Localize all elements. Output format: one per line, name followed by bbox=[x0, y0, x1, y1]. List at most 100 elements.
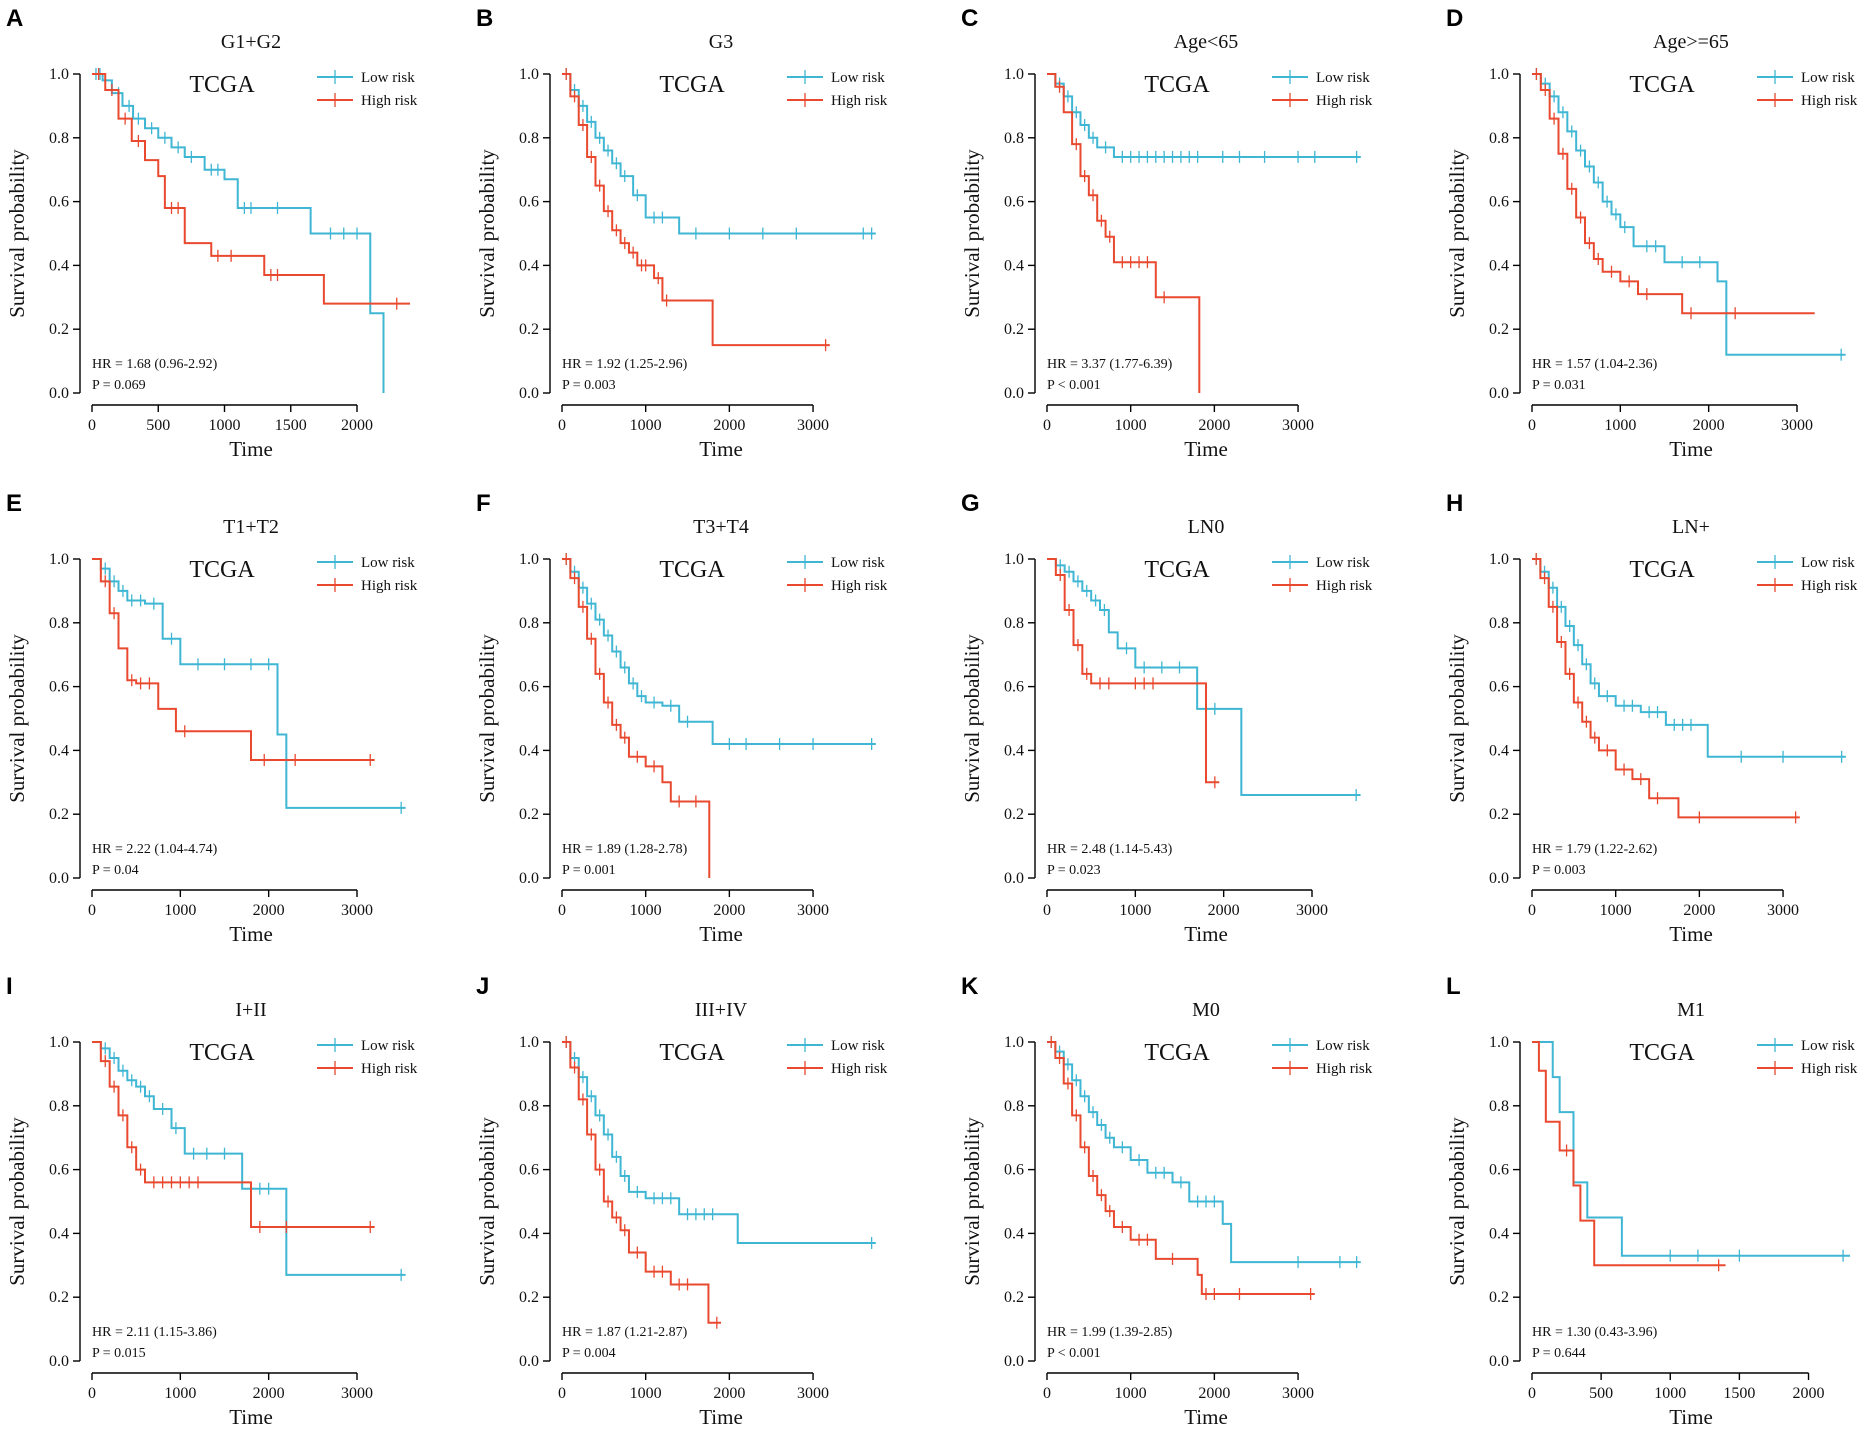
series-high-risk bbox=[92, 1041, 375, 1234]
y-tick-label: 0.8 bbox=[519, 130, 539, 147]
x-tick-label: 2000 bbox=[341, 417, 373, 434]
p-value-text: P = 0.069 bbox=[92, 378, 146, 393]
p-value-text: P = 0.015 bbox=[92, 1346, 146, 1361]
y-tick-label: 0.4 bbox=[519, 742, 539, 759]
legend: Low risk High risk bbox=[787, 1038, 888, 1077]
y-tick-label: 1.0 bbox=[519, 1034, 539, 1051]
y-tick-label: 0.0 bbox=[519, 870, 539, 887]
y-tick-label: 1.0 bbox=[1489, 551, 1509, 568]
y-tick-label: 0.0 bbox=[519, 385, 539, 402]
p-value-text: P = 0.031 bbox=[1532, 378, 1586, 393]
x-axis-title: Time bbox=[1669, 922, 1713, 946]
survival-curve bbox=[92, 73, 410, 305]
y-tick-label: 0.6 bbox=[49, 1162, 69, 1179]
y-tick-label: 0.2 bbox=[1489, 321, 1509, 338]
x-tick-label: 0 bbox=[88, 417, 96, 434]
y-tick-label: 0.4 bbox=[1489, 1225, 1509, 1242]
legend-label: Low risk bbox=[361, 70, 415, 86]
x-tick-label: 3000 bbox=[797, 902, 829, 919]
legend-label: Low risk bbox=[831, 70, 885, 86]
y-tick-label: 0.6 bbox=[1004, 679, 1024, 696]
legend: Low risk High risk bbox=[1757, 1038, 1858, 1077]
legend: Low risk High risk bbox=[787, 555, 888, 594]
y-tick-label: 0.0 bbox=[519, 1353, 539, 1370]
hazard-ratio-text: HR = 2.48 (1.14-5.43) bbox=[1047, 842, 1173, 857]
x-tick-label: 2000 bbox=[1198, 1385, 1230, 1402]
y-tick-label: 0.4 bbox=[1004, 1225, 1024, 1242]
y-tick-label: 0.0 bbox=[1004, 870, 1024, 887]
x-tick-label: 0 bbox=[88, 902, 96, 919]
x-tick-label: 3000 bbox=[797, 1385, 829, 1402]
series-low-risk bbox=[1532, 1041, 1850, 1262]
panel-letter: H bbox=[1446, 490, 1463, 517]
y-tick-label: 0.4 bbox=[519, 1225, 539, 1242]
panel-letter: L bbox=[1446, 973, 1461, 1000]
hazard-ratio-text: HR = 1.79 (1.22-2.62) bbox=[1532, 842, 1658, 857]
cohort-label: TCGA bbox=[659, 1040, 725, 1066]
legend: Low risk High risk bbox=[1757, 70, 1858, 109]
x-tick-label: 1500 bbox=[1723, 1385, 1755, 1402]
legend-label: High risk bbox=[1316, 578, 1373, 594]
y-tick-label: 0.2 bbox=[519, 806, 539, 823]
survival-curve bbox=[1047, 1041, 1361, 1264]
y-tick-label: 0.6 bbox=[49, 194, 69, 211]
legend: Low risk High risk bbox=[1272, 70, 1373, 109]
y-tick-label: 1.0 bbox=[49, 66, 69, 83]
y-tick-label: 0.4 bbox=[1489, 742, 1509, 759]
legend: Low risk High risk bbox=[1272, 1038, 1373, 1077]
cohort-label: TCGA bbox=[189, 72, 255, 98]
survival-curve bbox=[1532, 1041, 1726, 1267]
legend-label: High risk bbox=[831, 93, 888, 109]
p-value-text: P = 0.001 bbox=[562, 863, 616, 878]
y-tick-label: 0.0 bbox=[49, 870, 69, 887]
panel-title: T1+T2 bbox=[223, 516, 279, 538]
x-tick-label: 1000 bbox=[630, 417, 662, 434]
legend-label: High risk bbox=[1316, 1061, 1373, 1077]
y-tick-label: 1.0 bbox=[1004, 1034, 1024, 1051]
x-tick-label: 1000 bbox=[1119, 902, 1151, 919]
x-axis-title: Time bbox=[1669, 437, 1713, 461]
y-tick-label: 0.4 bbox=[1004, 257, 1024, 274]
panel-title: T3+T4 bbox=[693, 516, 749, 538]
x-axis-title: Time bbox=[1184, 922, 1228, 946]
series-high-risk bbox=[1532, 1041, 1726, 1272]
y-tick-label: 0.8 bbox=[519, 1098, 539, 1115]
y-axis-title: Survival probability bbox=[1445, 1117, 1469, 1286]
x-axis-title: Time bbox=[1669, 1405, 1713, 1429]
survival-curve bbox=[1047, 558, 1220, 784]
survival-curve bbox=[92, 1041, 375, 1229]
x-axis-title: Time bbox=[229, 922, 273, 946]
x-tick-label: 500 bbox=[146, 417, 170, 434]
survival-curve bbox=[1532, 1041, 1850, 1257]
p-value-text: P = 0.003 bbox=[1532, 863, 1586, 878]
hazard-ratio-text: HR = 2.22 (1.04-4.74) bbox=[92, 842, 218, 857]
y-axis-title: Survival probability bbox=[5, 634, 29, 803]
x-tick-label: 2000 bbox=[713, 1385, 745, 1402]
series-high-risk bbox=[92, 68, 410, 310]
y-axis-title: Survival probability bbox=[475, 1117, 499, 1286]
x-tick-label: 0 bbox=[1528, 902, 1536, 919]
y-tick-label: 0.2 bbox=[519, 321, 539, 338]
x-tick-label: 3000 bbox=[1781, 417, 1813, 434]
cohort-label: TCGA bbox=[659, 72, 725, 98]
x-tick-label: 2000 bbox=[1198, 417, 1230, 434]
y-tick-label: 0.8 bbox=[1489, 1098, 1509, 1115]
panel-i: I I+II 0.0 0.2 0.4 0.6 0.8 1.0 0 1000 2000 3000 Time… bbox=[5, 973, 418, 1429]
panel-k: K M0 0.0 0.2 0.4 0.6 0.8 1.0 0 1000 2000 3000 Time Su… bbox=[960, 973, 1373, 1429]
x-axis-title: Time bbox=[699, 1405, 743, 1429]
y-tick-label: 0.4 bbox=[49, 1225, 69, 1242]
x-tick-label: 2000 bbox=[1793, 1385, 1825, 1402]
panel-d: D Age>=65 0.0 0.2 0.4 0.6 0.8 1.0 0 1000 2000 3000 T… bbox=[1445, 5, 1858, 461]
panel-letter: J bbox=[476, 973, 489, 1000]
y-tick-label: 0.8 bbox=[49, 1098, 69, 1115]
legend-label: High risk bbox=[831, 1061, 888, 1077]
x-tick-label: 1000 bbox=[209, 417, 241, 434]
y-tick-label: 0.8 bbox=[1004, 615, 1024, 632]
x-axis-title: Time bbox=[1184, 437, 1228, 461]
survival-curve bbox=[1532, 558, 1800, 819]
y-tick-label: 0.8 bbox=[49, 130, 69, 147]
series-low-risk bbox=[1532, 553, 1846, 763]
y-tick-label: 0.0 bbox=[1489, 385, 1509, 402]
x-tick-label: 2000 bbox=[1208, 902, 1240, 919]
x-tick-label: 0 bbox=[1528, 1385, 1536, 1402]
